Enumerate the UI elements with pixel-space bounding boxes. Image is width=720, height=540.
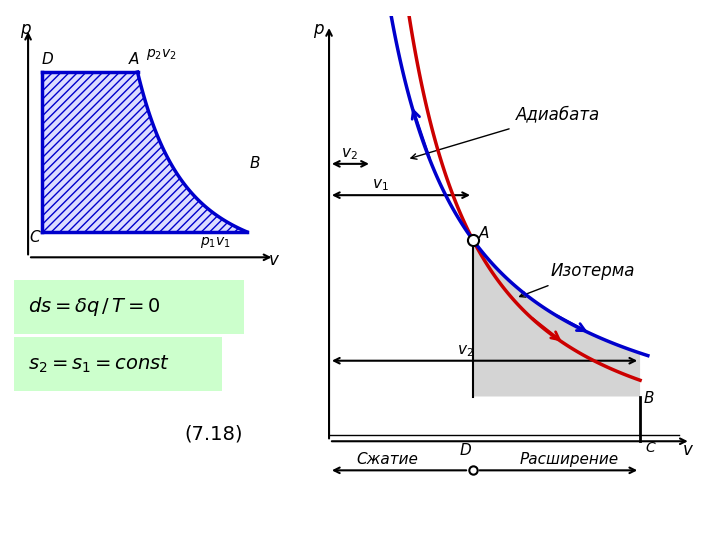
Text: C: C — [30, 230, 40, 245]
Text: $v_1$: $v_1$ — [372, 178, 389, 193]
Text: Изотерма: Изотерма — [551, 262, 635, 280]
Text: $p_2v_2$: $p_2v_2$ — [145, 47, 176, 62]
Text: C: C — [646, 441, 656, 455]
Text: D: D — [42, 52, 53, 68]
Polygon shape — [473, 240, 640, 396]
Text: (7.18): (7.18) — [184, 424, 243, 443]
Text: Сжатие: Сжатие — [356, 451, 418, 467]
Text: A: A — [130, 52, 140, 68]
Text: B: B — [250, 157, 260, 172]
Text: $v_2$: $v_2$ — [341, 146, 357, 162]
Text: D: D — [459, 443, 471, 458]
Text: $p_1v_1$: $p_1v_1$ — [200, 234, 231, 249]
Text: $s_2 = s_1 = const$: $s_2 = s_1 = const$ — [28, 353, 170, 375]
Text: v: v — [683, 441, 693, 458]
Polygon shape — [42, 72, 247, 232]
FancyBboxPatch shape — [14, 337, 222, 390]
Text: p: p — [20, 20, 30, 38]
Text: p: p — [313, 20, 324, 38]
Text: $ds = \delta q\,/\,T = 0$: $ds = \delta q\,/\,T = 0$ — [28, 295, 161, 319]
FancyBboxPatch shape — [14, 280, 244, 334]
Text: $v_2$: $v_2$ — [457, 343, 474, 359]
Text: Расширение: Расширение — [520, 451, 618, 467]
Text: Адиабата: Адиабата — [516, 105, 600, 123]
Text: B: B — [644, 391, 654, 406]
Text: A: A — [479, 226, 489, 241]
Text: v: v — [269, 251, 279, 269]
